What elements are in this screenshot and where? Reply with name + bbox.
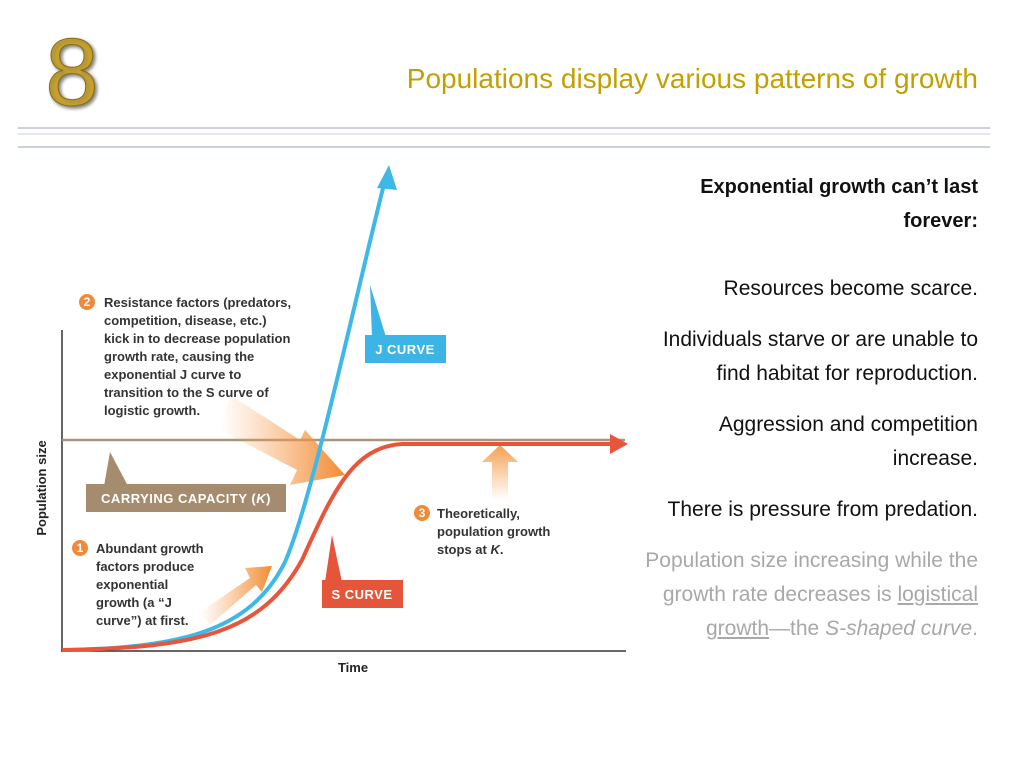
x-axis-label: Time [338, 660, 368, 675]
carrying-capacity-box [86, 484, 286, 512]
term: S-shaped curve [825, 617, 973, 640]
arrowhead [610, 434, 628, 454]
arrow [482, 445, 518, 500]
note-text: Abundant growth factors produce exponent… [96, 541, 207, 628]
arrow [220, 395, 345, 485]
note-part: Population size increasing while the gro… [645, 549, 978, 606]
text-panel: Exponential growth can’t last forever: R… [640, 170, 978, 663]
note-marker [414, 505, 430, 521]
j-curve-box [365, 335, 446, 363]
arrowhead [377, 165, 397, 190]
note-marker [72, 540, 88, 556]
note-marker [79, 294, 95, 310]
heading: Exponential growth can’t last forever: [700, 176, 978, 232]
bullet: Resources become scarce. [723, 277, 978, 300]
note-text: Theoretically, population growth stops a… [437, 506, 554, 557]
note-text: Resistance factors (predators, competiti… [104, 295, 295, 418]
arrow [200, 566, 272, 625]
note-part: —the [769, 617, 826, 640]
pointer [104, 452, 128, 486]
slide-title: Populations display various patterns of … [407, 63, 978, 94]
s-curve-label: S CURVE [331, 587, 392, 602]
carrying-capacity-label: CARRYING CAPACITY (K) [101, 491, 271, 506]
note-number: 1 [77, 541, 84, 555]
bullet: There is pressure from predation. [667, 498, 978, 521]
bullet: Aggression and competition increase. [718, 413, 978, 470]
s-curve [61, 442, 612, 652]
bullet: Individuals starve or are unable to find… [662, 328, 978, 385]
note: Population size increasing while the gro… [640, 544, 978, 646]
pointer [325, 535, 342, 582]
note-part: . [972, 617, 978, 640]
note-number: 3 [419, 506, 426, 520]
j-curve-label: J CURVE [375, 342, 435, 357]
pointer [370, 285, 386, 337]
note-number: 2 [84, 295, 91, 309]
term: logistical growth [706, 583, 978, 640]
slide-number: 8 [45, 19, 98, 126]
s-curve-box [322, 580, 403, 608]
y-axis-label: Population size [34, 440, 49, 535]
